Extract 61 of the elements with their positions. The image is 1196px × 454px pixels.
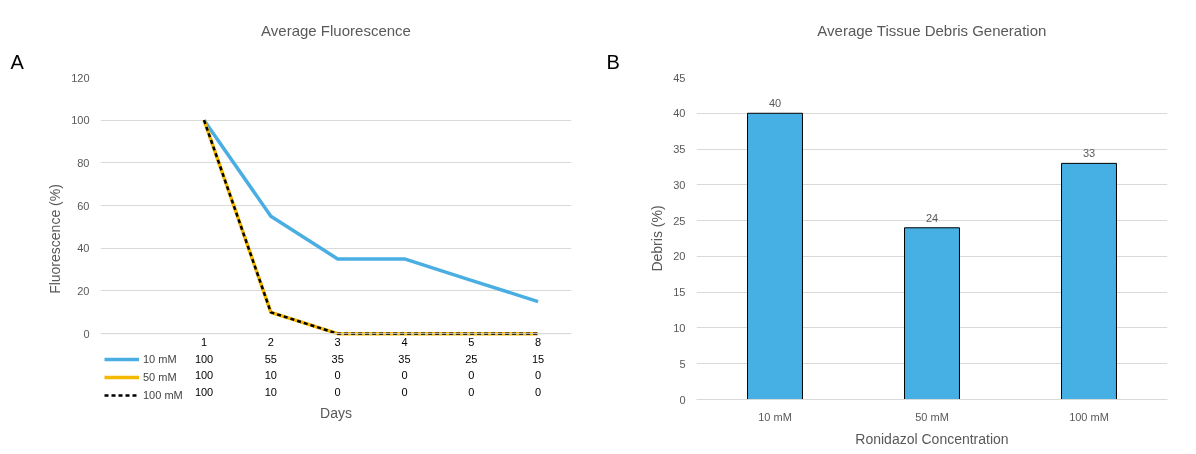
text: B xyxy=(606,50,620,73)
data-label: 10 xyxy=(264,386,277,399)
y-axis-title: Fluorescence (%) xyxy=(47,184,64,294)
bar xyxy=(1061,162,1117,400)
data-label: 35 xyxy=(331,352,344,365)
x-tick-label: 3 xyxy=(334,336,341,349)
x-tick-label: 1 xyxy=(200,336,208,349)
data-label: 100 xyxy=(194,352,214,365)
data-label: 0 xyxy=(535,386,542,399)
data-label: 24 xyxy=(925,211,939,224)
data-label: 25 xyxy=(465,352,478,365)
x-tick-label: 8 xyxy=(535,336,542,349)
x-tick-label: 10 mM xyxy=(758,410,792,423)
x-tick-label: 2 xyxy=(267,336,274,349)
y-tick-label: 20 xyxy=(673,250,686,263)
y-tick-label: 10 xyxy=(673,321,686,334)
y-tick-label: 35 xyxy=(673,143,686,156)
data-label: 35 xyxy=(398,352,411,365)
data-label: 0 xyxy=(468,386,475,399)
x-tick-label: 4 xyxy=(401,336,408,349)
x-tick-label: 5 xyxy=(468,336,475,349)
y-tick-label: 25 xyxy=(673,214,686,227)
data-label: 0 xyxy=(401,369,408,382)
bar xyxy=(747,112,803,400)
x-axis-title: Days xyxy=(320,404,352,421)
legend-label: 100 mM xyxy=(143,388,183,402)
y-tick-label: 60 xyxy=(77,199,90,212)
data-label: 40 xyxy=(768,97,782,110)
data-label: 100 xyxy=(194,386,214,399)
data-label: 10 xyxy=(264,369,277,382)
chart-title: Average Tissue Debris Generation xyxy=(817,21,1047,39)
data-label: 15 xyxy=(531,352,545,365)
y-tick-label: 45 xyxy=(673,71,686,84)
legend-label: 50 mM xyxy=(143,370,177,385)
y-tick-label: 120 xyxy=(71,71,90,84)
y-tick-label: 80 xyxy=(77,156,90,169)
chart-title: Average Fluorescence xyxy=(261,21,411,39)
data-label: 100 xyxy=(194,369,214,382)
data-label: 0 xyxy=(334,386,341,399)
y-tick-label: 0 xyxy=(679,393,686,406)
data-label: 55 xyxy=(264,352,277,365)
legend-label: 10 mM xyxy=(143,352,177,367)
y-tick-label: 40 xyxy=(673,107,686,120)
data-label: 0 xyxy=(468,369,475,382)
y-tick-label: 5 xyxy=(679,357,686,370)
y-tick-label: 100 xyxy=(71,114,90,127)
text: A xyxy=(10,50,25,73)
y-tick-label: 30 xyxy=(673,178,686,191)
data-label: 0 xyxy=(401,386,408,399)
x-tick-label: 50 mM xyxy=(915,410,949,423)
y-tick-label: 15 xyxy=(673,286,686,299)
y-tick-label: 40 xyxy=(77,242,90,255)
y-tick-label: 20 xyxy=(77,284,90,297)
bar xyxy=(904,227,960,400)
y-tick-label: 0 xyxy=(83,327,90,340)
x-axis-title: Ronidazol Concentration xyxy=(855,430,1009,447)
data-label: 33 xyxy=(1082,147,1096,160)
y-axis-title: Debris (%) xyxy=(649,205,666,272)
data-label: 0 xyxy=(535,369,542,382)
x-tick-label: 100 mM xyxy=(1069,410,1109,423)
data-label: 0 xyxy=(334,369,341,382)
